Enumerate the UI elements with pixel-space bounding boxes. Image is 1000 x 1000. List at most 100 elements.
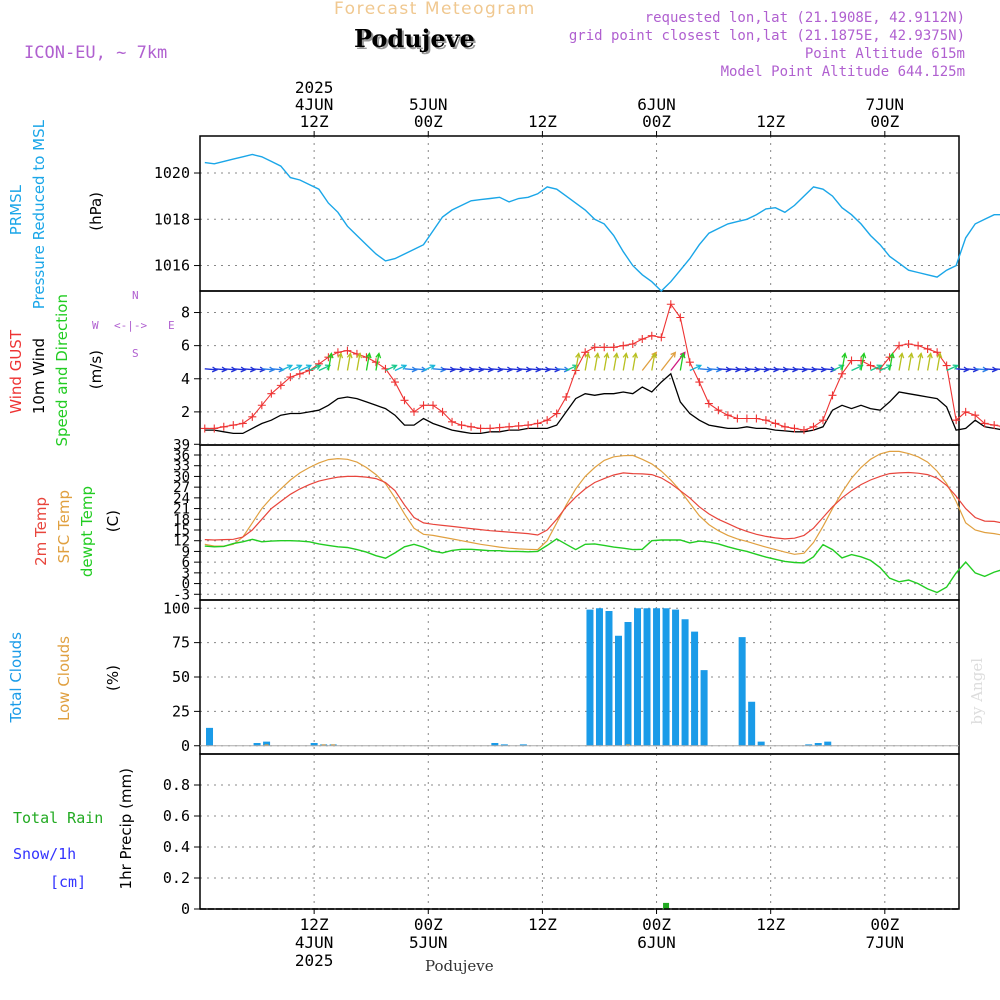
gust-marker — [780, 422, 789, 431]
total-cloud-bar — [681, 619, 689, 746]
gust-marker — [761, 416, 770, 425]
gust-marker — [448, 417, 457, 426]
bottom-day-label: 7JUN — [866, 933, 905, 952]
wind-arrow-head — [230, 366, 238, 373]
total-cloud-bar — [206, 727, 214, 746]
wind-arrow-head — [982, 366, 989, 373]
total-cloud-bar — [310, 743, 318, 746]
gust-marker — [990, 421, 999, 430]
top-time-label: 00Z — [414, 112, 443, 131]
total-cloud-bar — [757, 741, 765, 746]
top-time-label: 00Z — [870, 112, 899, 131]
wind-arrow — [356, 353, 361, 371]
gust-marker — [942, 361, 951, 370]
y-tick-label: 18 — [173, 512, 190, 528]
wind-arrow-head — [651, 352, 657, 359]
wind-arrow — [870, 364, 882, 372]
y-tick-label: 2 — [181, 403, 190, 421]
gust-marker — [771, 419, 780, 428]
wind-arrow-head — [497, 366, 504, 373]
gust-marker — [609, 343, 618, 352]
gust-marker — [581, 348, 590, 357]
y-tick-label: 15 — [173, 523, 190, 539]
wind-arrow — [699, 368, 712, 371]
wind-arrow — [975, 368, 988, 371]
total-cloud-bar — [738, 637, 746, 746]
wind-arrow — [907, 353, 913, 371]
wind-arrow — [613, 353, 618, 371]
wind-arrow-head — [706, 366, 713, 373]
wind-arrow — [461, 368, 474, 371]
wind-arrow — [708, 368, 721, 371]
wind-arrow-head — [440, 366, 447, 373]
wind-arrow-head — [337, 352, 344, 359]
wind-arrow-head — [391, 364, 398, 370]
wind-arrow-head — [535, 366, 542, 373]
wind-arrow-head — [725, 366, 732, 373]
y-tick-label: 0 — [182, 577, 190, 593]
gust-marker — [828, 391, 837, 400]
gust-marker — [286, 373, 295, 382]
wind-arrow — [984, 368, 997, 371]
wind-arrow-head — [315, 364, 322, 370]
wind-arrow — [756, 368, 769, 371]
total-cloud-bar — [700, 670, 708, 746]
wind-arrow-head — [670, 351, 677, 358]
wind-arrow-head — [211, 366, 219, 373]
wind-speed-line — [204, 372, 1000, 435]
total-cloud-bar — [263, 741, 271, 746]
top-day-label: 6JUN — [637, 95, 676, 114]
wind-arrow-head — [346, 352, 353, 359]
y-tick-label: 6 — [182, 555, 190, 571]
total-cloud-bar — [672, 609, 680, 746]
y-tick-label: 27 — [173, 480, 190, 496]
gust-marker — [752, 414, 761, 423]
y-tick-label: 8 — [181, 304, 190, 322]
gust-marker — [628, 339, 637, 348]
gust-marker — [857, 356, 866, 365]
low-cloud-bar — [626, 744, 631, 746]
wind-arrow-head — [584, 352, 591, 359]
gust-marker — [676, 313, 685, 322]
wind-arrow — [746, 368, 759, 371]
total-cloud-bar — [491, 743, 499, 746]
gust-marker — [685, 358, 694, 367]
gust-marker — [248, 412, 257, 421]
snow-unit: [cm] — [50, 873, 87, 891]
wind-arrow — [404, 368, 417, 371]
wind-arrow-head — [744, 366, 751, 373]
wind-arrow — [803, 368, 817, 371]
wind-arrow-head — [898, 352, 905, 359]
y-tick-label: 25 — [172, 702, 190, 720]
wind-arrow-head — [613, 352, 619, 359]
wind-arrow — [917, 353, 922, 371]
wind-arrow-head — [860, 352, 867, 359]
wind-arrow — [718, 368, 731, 371]
wind-arrow — [290, 364, 302, 372]
gust-marker — [657, 333, 666, 342]
wind-arrow — [965, 368, 978, 371]
wind-arrow — [365, 353, 371, 371]
gust-marker — [438, 407, 447, 416]
y-tick-label: 0.2 — [163, 869, 190, 887]
gust-marker — [200, 424, 209, 433]
wind-arrow — [394, 364, 407, 372]
gust-marker — [895, 341, 904, 350]
rain-bar — [663, 902, 670, 909]
bottom-day-label: 6JUN — [637, 933, 676, 952]
top-day-label: 4JUN — [295, 95, 334, 114]
bottom-day-label: 4JUN — [295, 933, 334, 952]
y-tick-label: 4 — [181, 370, 190, 388]
wind-arrow-head — [487, 366, 494, 373]
gust-marker — [562, 392, 571, 401]
total-cloud-bar — [691, 631, 699, 746]
wind-arrow — [632, 353, 637, 371]
gust-marker — [505, 422, 514, 431]
wind-arrow — [423, 364, 435, 372]
y-tick-label: 24 — [173, 491, 190, 507]
wind-arrow-head — [792, 366, 799, 373]
snow-label: Snow/1h — [13, 845, 77, 863]
wind-arrow-head — [991, 366, 999, 373]
wind-arrow-head — [365, 352, 372, 359]
y-tick-label: 1020 — [154, 164, 190, 182]
